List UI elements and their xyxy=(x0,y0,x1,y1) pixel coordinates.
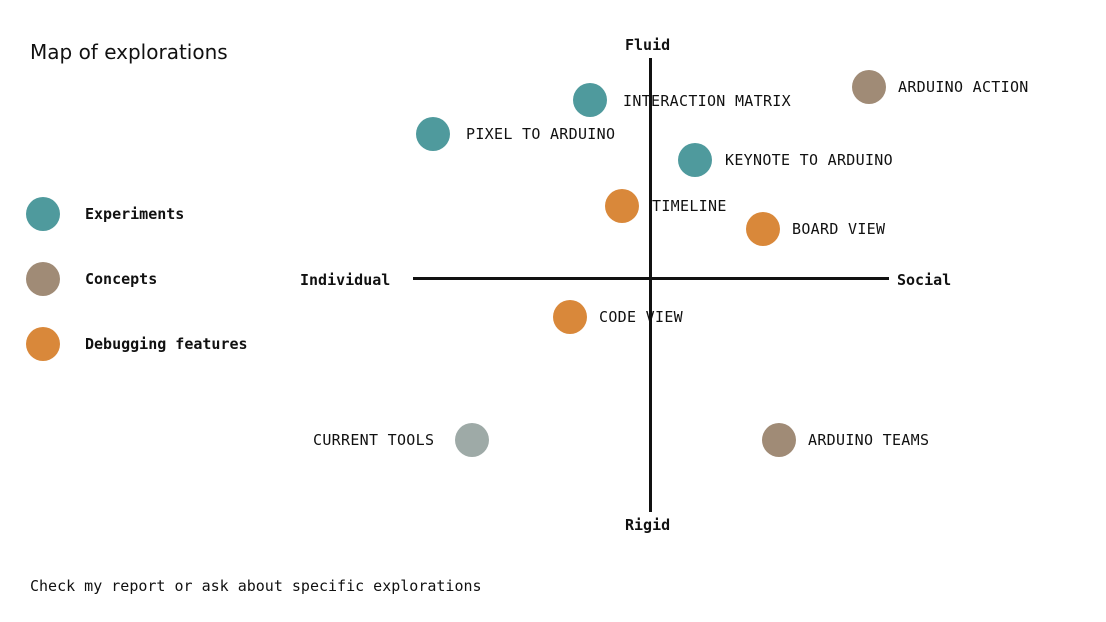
legend-swatch-experiments xyxy=(26,197,60,231)
point-dot-timeline[interactable] xyxy=(605,189,639,223)
point-label-code-view: CODE VIEW xyxy=(599,308,683,326)
point-dot-arduino-action[interactable] xyxy=(852,70,886,104)
axis-label-left: Individual xyxy=(300,271,391,289)
legend-swatch-concepts xyxy=(26,262,60,296)
axis-label-bottom: Rigid xyxy=(625,516,671,534)
point-dot-arduino-teams[interactable] xyxy=(762,423,796,457)
point-label-arduino-teams: ARDUINO TEAMS xyxy=(808,431,930,449)
point-label-pixel-to-arduino: PIXEL TO ARDUINO xyxy=(466,125,616,143)
page-title: Map of explorations xyxy=(30,40,228,64)
axis-label-right: Social xyxy=(897,271,952,289)
axis-label-top: Fluid xyxy=(625,36,671,54)
legend-label-experiments: Experiments xyxy=(85,205,185,223)
legend-label-debugging-features: Debugging features xyxy=(85,335,248,353)
point-dot-pixel-to-arduino[interactable] xyxy=(416,117,450,151)
point-label-board-view: BOARD VIEW xyxy=(792,220,886,238)
legend-swatch-debugging-features xyxy=(26,327,60,361)
legend-label-concepts: Concepts xyxy=(85,270,158,288)
point-label-arduino-action: ARDUINO ACTION xyxy=(898,78,1029,96)
footer-note: Check my report or ask about specific ex… xyxy=(30,577,482,595)
point-dot-board-view[interactable] xyxy=(746,212,780,246)
horizontal-axis-line xyxy=(413,277,889,280)
point-dot-keynote-to-arduino[interactable] xyxy=(678,143,712,177)
point-dot-interaction-matrix[interactable] xyxy=(573,83,607,117)
point-label-keynote-to-arduino: KEYNOTE TO ARDUINO xyxy=(725,151,893,169)
point-label-timeline: TIMELINE xyxy=(652,197,727,215)
point-label-current-tools: CURRENT TOOLS xyxy=(313,431,435,449)
vertical-axis-line xyxy=(649,58,652,512)
point-label-interaction-matrix: INTERACTION MATRIX xyxy=(623,92,791,110)
point-dot-code-view[interactable] xyxy=(553,300,587,334)
point-dot-current-tools[interactable] xyxy=(455,423,489,457)
